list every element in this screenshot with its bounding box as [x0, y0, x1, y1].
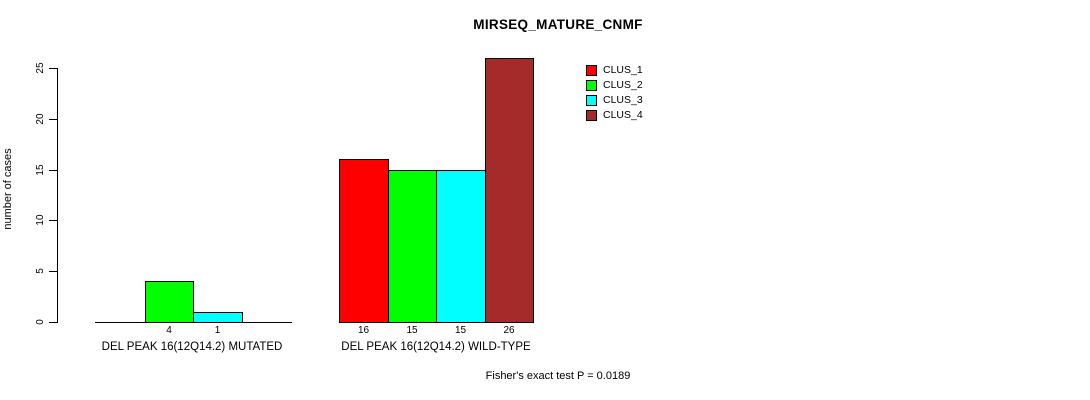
y-axis-label: number of cases [2, 148, 14, 230]
y-axis-tick-label: 20 [35, 113, 46, 125]
bar-value-label: 1 [214, 325, 221, 336]
y-axis-tick [49, 322, 57, 323]
legend-label: CLUS_4 [603, 109, 643, 121]
bar-clus_1-group-1 [339, 159, 389, 323]
group-label-mutated: DEL PEAK 16(12Q14.2) MUTATED [101, 341, 283, 353]
group-label-wildtype: DEL PEAK 16(12Q14.2) WILD-TYPE [341, 341, 531, 353]
y-axis-tick-label: 0 [35, 319, 46, 325]
y-axis-tick [49, 170, 57, 171]
legend-swatch-clus_1 [586, 65, 597, 76]
y-axis-tick-label: 10 [35, 214, 46, 226]
y-axis-tick [49, 119, 57, 120]
bar-value-label: 15 [454, 325, 467, 336]
legend-label: CLUS_3 [603, 94, 643, 106]
bar-clus_2-group-0 [144, 281, 194, 323]
bar-value-label: 26 [503, 325, 515, 336]
y-axis-tick [49, 220, 57, 221]
legend-label: CLUS_2 [603, 79, 643, 91]
bar-clus_3-group-1 [436, 170, 486, 323]
fisher-test-note: Fisher's exact test P = 0.0189 [485, 370, 631, 382]
y-axis-tick [49, 271, 57, 272]
y-axis-tick [49, 68, 57, 69]
bar-clus_3-group-0 [193, 312, 243, 323]
bar-clus_2-group-1 [387, 170, 437, 323]
legend-swatch-clus_3 [586, 95, 597, 106]
legend-label: CLUS_1 [603, 64, 643, 76]
y-axis-tick-label: 15 [35, 164, 46, 176]
chart-title: MIRSEQ_MATURE_CNMF [473, 17, 643, 32]
legend-swatch-clus_2 [586, 80, 597, 91]
bar-clus_4-group-1 [484, 58, 534, 323]
bar-value-label: 16 [357, 325, 370, 336]
y-axis-tick-label: 5 [35, 268, 46, 274]
y-axis-line [57, 68, 58, 323]
y-axis-tick-label: 25 [35, 62, 46, 74]
bar-value-label: 4 [166, 325, 172, 336]
bar-value-label: 15 [406, 325, 418, 336]
legend-swatch-clus_4 [586, 110, 597, 121]
